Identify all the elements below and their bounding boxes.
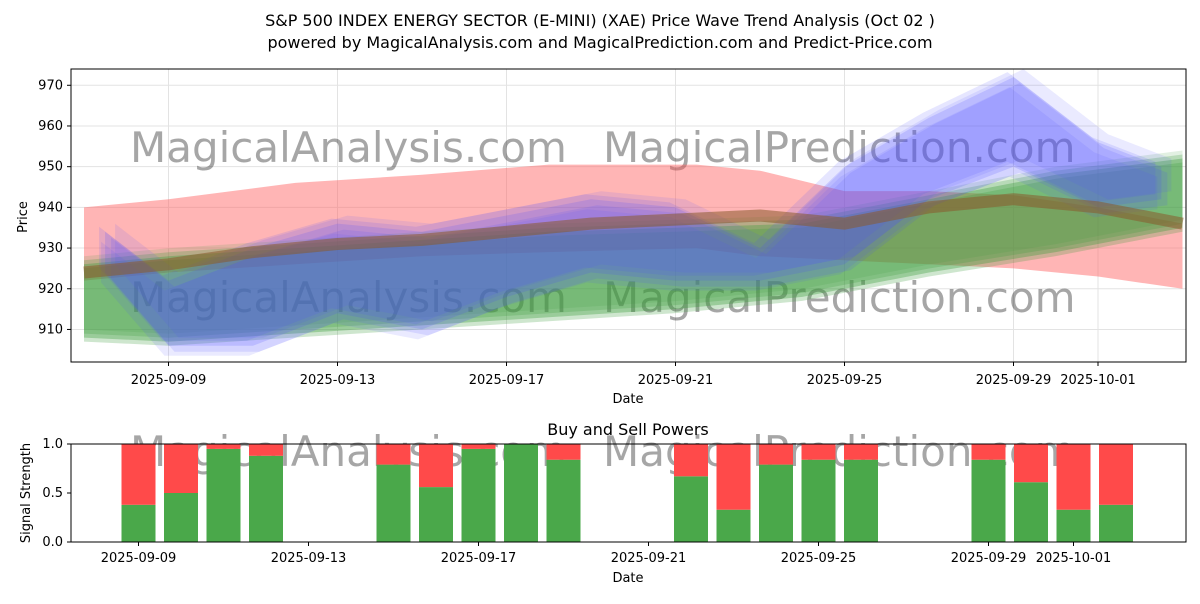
sell-bar [1056,444,1091,510]
blue-wave-band [99,72,1156,341]
green-wave-band [84,154,1183,338]
blue-wave-band [105,77,1162,346]
buy-bar [674,476,708,542]
signal-bars [121,444,1133,542]
sell-bar [801,444,836,460]
signal-y-axis: 0.0 0.5 1.0 [42,437,71,550]
price-x-tick-label: 2025-09-21 [638,373,714,388]
sell-bar [164,444,198,493]
sell-bar [249,444,283,456]
price-y-tick-label: 920 [38,282,63,297]
sell-bar [759,444,793,465]
buy-bar [249,455,283,542]
watermark-text: MagicalPrediction.com [603,123,1076,172]
signal-x-axis-label: Date [612,571,643,586]
price-y-axis-label: Price [16,201,31,233]
price-y-tick-label: 950 [38,160,63,175]
sell-bar [461,444,496,449]
price-bands [83,69,1184,356]
buy-bar [971,459,1006,542]
signal-x-tick-label: 2025-10-01 [1036,551,1112,566]
signal-y-tick-label: 0.5 [42,486,63,501]
trend-line [83,193,1184,279]
signal-x-tick-label: 2025-09-13 [271,551,347,566]
signal-panel: Buy and Sell Powers MagicalAnalysis.com M… [19,420,1187,586]
buy-bar [419,487,453,542]
price-x-tick-label: 2025-09-29 [976,373,1052,388]
price-x-tick-label: 2025-09-17 [469,373,545,388]
title-line-1: S&P 500 INDEX ENERGY SECTOR (E-MINI) (XA… [265,11,935,30]
blue-wave-band [115,69,1172,338]
buy-bar [1056,509,1091,542]
signal-x-tick-label: 2025-09-09 [101,551,177,566]
price-y-tick-label: 960 [38,119,63,134]
buy-bar [376,464,411,542]
signal-y-tick-label: 1.0 [42,437,63,452]
price-x-tick-label: 2025-10-01 [1060,373,1136,388]
buy-bar [844,459,878,542]
signal-x-axis: 2025-09-09 2025-09-13 2025-09-17 2025-09-21… [101,542,1112,566]
buy-bar [504,444,538,542]
price-panel: MagicalAnalysis.com MagicalPrediction.com… [16,68,1187,407]
signal-panel-title: Buy and Sell Powers [547,420,709,439]
price-grid [71,69,1186,362]
price-y-tick-label: 940 [38,200,63,215]
sell-bar [206,444,241,449]
watermark-text: MagicalAnalysis.com [130,273,567,322]
buy-bar [1014,482,1048,542]
sell-bar [419,444,453,488]
price-watermarks: MagicalAnalysis.com MagicalPrediction.com… [130,123,1076,322]
buy-bar [164,493,198,542]
signal-x-tick-label: 2025-09-17 [441,551,517,566]
buy-bar [1099,504,1133,542]
sell-bar [1099,444,1133,505]
green-wave-band [84,150,1183,334]
sell-bar [546,444,581,460]
price-plot-frame [71,69,1186,362]
price-x-axis-label: Date [612,392,643,407]
buy-bar [716,509,751,542]
price-plot-border [70,68,1187,363]
price-x-tick-label: 2025-09-09 [131,373,207,388]
title-line-2: powered by MagicalAnalysis.com and Magic… [267,33,932,52]
sell-bar [971,444,1006,460]
price-y-tick-label: 930 [38,241,63,256]
buy-bar [206,448,241,542]
signal-x-tick-label: 2025-09-21 [611,551,687,566]
sell-bar [376,444,411,465]
price-x-axis: 2025-09-09 2025-09-13 2025-09-17 2025-09-21… [131,362,1136,388]
buy-bar [801,459,836,542]
signal-x-tick-label: 2025-09-29 [951,551,1027,566]
price-y-axis: 910 920 930 940 950 960 970 [38,78,71,337]
sell-bar [716,444,751,510]
watermark-text: MagicalAnalysis.com [130,123,567,172]
green-wave-band [84,158,1183,342]
watermark-text: MagicalPrediction.com [603,273,1076,322]
price-x-tick-label: 2025-09-25 [807,373,883,388]
buy-bar [121,504,156,542]
price-y-tick-label: 910 [38,322,63,337]
sell-bar [844,444,878,460]
signal-y-axis-label: Signal Strength [19,443,34,543]
sell-bar [121,444,156,505]
sell-bar [1014,444,1048,483]
buy-bar [461,448,496,542]
sell-bar [674,444,708,477]
price-y-tick-label: 970 [38,78,63,93]
signal-y-tick-label: 0.0 [42,535,63,550]
signal-x-tick-label: 2025-09-25 [781,551,857,566]
price-x-tick-label: 2025-09-13 [300,373,376,388]
buy-bar [546,459,581,542]
buy-bar [759,464,793,542]
